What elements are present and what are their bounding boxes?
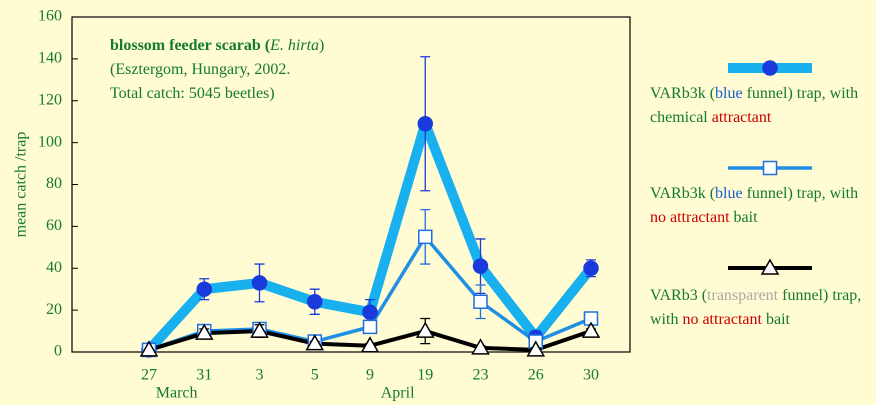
marker bbox=[139, 340, 159, 357]
y-tick-label: 100 bbox=[38, 133, 62, 150]
annotation-part: ) bbox=[319, 37, 324, 54]
annotation-part: Total catch: 5045 beetles) bbox=[110, 85, 275, 102]
legend-text: VARb3k ( bbox=[650, 185, 716, 202]
x-tick-label: 30 bbox=[583, 367, 599, 384]
y-tick-label: 160 bbox=[38, 8, 62, 25]
marker bbox=[362, 304, 378, 320]
x-tick-label: 3 bbox=[256, 367, 264, 384]
marker bbox=[305, 334, 325, 351]
marker bbox=[760, 258, 780, 275]
marker bbox=[415, 321, 435, 338]
legend-text: funnel) trap, with bbox=[742, 185, 863, 202]
x-tick-label: 5 bbox=[311, 367, 319, 384]
annotation-part: ( bbox=[261, 37, 270, 54]
legend-entry: VARb3k (blue funnel) trap, with chemical… bbox=[650, 82, 876, 130]
y-tick-label: 0 bbox=[54, 343, 62, 360]
y-tick-label: 60 bbox=[46, 217, 62, 234]
marker bbox=[762, 160, 778, 176]
annotation-part: E. hirta bbox=[269, 37, 319, 54]
marker bbox=[471, 338, 490, 355]
marker bbox=[307, 294, 323, 310]
legend-text: attractant bbox=[711, 109, 772, 126]
legend-text: funnel) trap, with bbox=[650, 287, 866, 328]
y-tick-label: 140 bbox=[38, 50, 62, 67]
legend-text: no attractant bbox=[682, 311, 762, 328]
annotation: Total catch: 5045 beetles) bbox=[110, 85, 275, 102]
marker bbox=[583, 260, 599, 276]
y-tick-label: 20 bbox=[46, 301, 62, 318]
y-tick-label: 80 bbox=[46, 175, 62, 192]
legend-text: blue bbox=[715, 185, 743, 202]
legend-text: bait bbox=[729, 209, 758, 226]
marker bbox=[417, 116, 433, 132]
marker bbox=[362, 319, 378, 335]
legend-text: funnel) trap, with chemical bbox=[650, 85, 863, 126]
marker bbox=[250, 321, 269, 338]
marker bbox=[473, 294, 488, 309]
marker bbox=[251, 275, 268, 291]
x-tick-label: 31 bbox=[196, 367, 212, 384]
marker bbox=[194, 323, 214, 340]
marker bbox=[762, 60, 778, 76]
marker bbox=[526, 340, 546, 357]
x-tick-label: 26 bbox=[528, 367, 544, 384]
annotation-part: (Esztergom, Hungary, 2002. bbox=[110, 61, 290, 78]
legend-entry: VARb3 (transparent funnel) trap, with no… bbox=[650, 284, 876, 332]
legend-text: VARb3k ( bbox=[650, 85, 716, 102]
y-tick-label: 120 bbox=[38, 91, 62, 108]
marker bbox=[472, 258, 489, 274]
legend-text: no attractant bbox=[650, 209, 730, 226]
annotation-part: blossom feeder scarab bbox=[110, 37, 261, 54]
y-tick-label: 40 bbox=[46, 259, 62, 276]
x-tick-label: 19 bbox=[417, 367, 433, 384]
x-tick-label: 9 bbox=[366, 367, 374, 384]
marker bbox=[581, 321, 601, 338]
annotation: (Esztergom, Hungary, 2002. bbox=[110, 61, 290, 78]
marker bbox=[360, 336, 380, 353]
annotation: blossom feeder scarab (E. hirta) bbox=[110, 37, 324, 54]
legend-text: blue bbox=[715, 85, 743, 102]
y-axis-label: mean catch /trap bbox=[13, 132, 30, 238]
marker bbox=[196, 281, 212, 297]
legend-text: transparent bbox=[707, 287, 779, 304]
x-group-label: March bbox=[156, 385, 198, 402]
x-group-label: April bbox=[381, 385, 415, 402]
marker bbox=[418, 229, 433, 245]
legend-entry: VARb3k (blue funnel) trap, with no attra… bbox=[650, 182, 876, 230]
x-tick-label: 27 bbox=[141, 367, 157, 384]
legend-text: VARb3 ( bbox=[650, 287, 708, 304]
legend-text: bait bbox=[761, 311, 790, 328]
x-tick-label: 23 bbox=[473, 367, 489, 384]
